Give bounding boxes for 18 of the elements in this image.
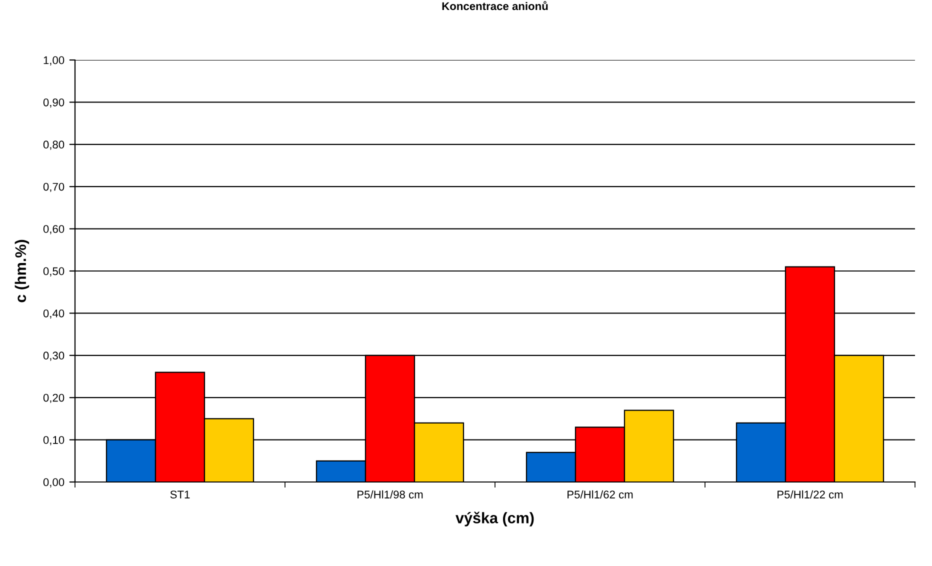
x-axis-title: výška (cm): [456, 512, 534, 526]
y-tick-label: 0,70: [43, 182, 64, 192]
y-tick-label: 1,00: [44, 56, 64, 66]
y-tick-label: 0,10: [43, 436, 64, 446]
x-tick-label: ST1: [170, 490, 190, 498]
y-axis-title: c (hm.%): [14, 240, 30, 302]
y-tick-label: 0,20: [43, 394, 64, 404]
y-tick-label: 0,90: [43, 98, 64, 108]
x-tick-label: P5/Hl1/98 cm: [358, 490, 423, 498]
y-tick-label: 0,30: [43, 352, 64, 361]
y-tick-label: 0,00: [43, 478, 64, 488]
y-tick-label: 0,80: [43, 140, 64, 150]
y-tick-label: 0,40: [43, 309, 64, 319]
chart-title: Koncentrace anionů: [442, 1, 548, 10]
y-tick-label: 0,50: [43, 267, 64, 276]
x-tick-label: P5/Hl1/62 cm: [568, 490, 633, 498]
y-tick-label: 0,60: [43, 225, 64, 234]
x-tick-label: P5/Hl1/22 cm: [778, 490, 843, 498]
